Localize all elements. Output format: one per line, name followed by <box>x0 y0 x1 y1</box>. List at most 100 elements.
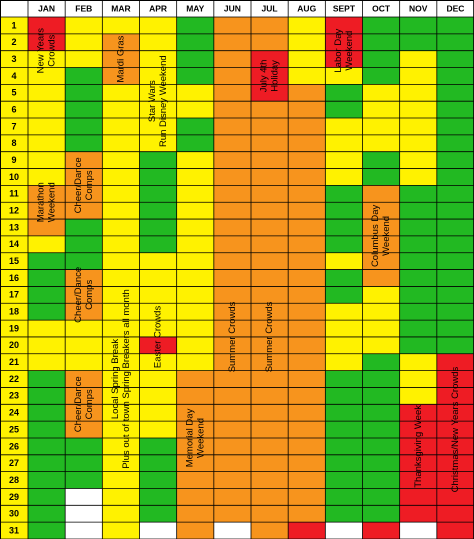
day-cell <box>399 235 437 253</box>
day-cell <box>399 33 437 51</box>
event-note-line: Holiday <box>270 60 281 92</box>
day-number: 6 <box>11 104 16 114</box>
day-cell <box>102 336 140 354</box>
day-cell <box>139 252 177 270</box>
day-cell <box>139 488 177 506</box>
event-note-line: Cheer/Dance <box>73 267 84 323</box>
day-cell <box>28 168 66 186</box>
day-cell <box>213 33 251 51</box>
day-cell <box>139 185 177 203</box>
day-cell <box>436 353 474 371</box>
day-cell <box>65 370 103 388</box>
day-cell <box>325 336 363 354</box>
day-cell <box>65 134 103 152</box>
day-cell <box>176 303 214 321</box>
day-cell <box>28 118 66 135</box>
day-cell <box>213 404 251 422</box>
day-cell <box>399 421 437 438</box>
day-cell <box>65 252 103 270</box>
day-cell <box>325 168 363 186</box>
day-cell <box>102 320 140 337</box>
day-cell <box>176 33 214 51</box>
day-cell <box>362 185 400 203</box>
day-cell <box>436 471 474 489</box>
day-cell <box>176 185 214 203</box>
event-note-line: New Years <box>36 28 47 74</box>
day-cell <box>139 235 177 253</box>
day-cell <box>362 370 400 388</box>
day-cell <box>251 370 289 388</box>
event-note: Local Spring Break Plus out of town Sprin… <box>110 289 132 469</box>
day-cell <box>102 118 140 135</box>
day-cell <box>436 151 474 169</box>
day-number: 4 <box>11 71 16 81</box>
day-cell <box>399 488 437 506</box>
day-cell <box>176 488 214 506</box>
day-cell <box>362 101 400 119</box>
day-cell <box>251 454 289 472</box>
day-cell <box>139 471 177 489</box>
day-cell <box>65 84 103 102</box>
day-cell <box>213 202 251 220</box>
day-cell <box>213 505 251 523</box>
day-cell <box>251 151 289 169</box>
day-cell <box>362 437 400 455</box>
day-number: 24 <box>9 408 19 418</box>
day-cell <box>288 488 326 506</box>
day-cell <box>139 67 177 85</box>
day-cell <box>0 252 28 270</box>
day-cell <box>139 33 177 51</box>
event-note-line: Comps <box>84 280 95 310</box>
day-cell <box>288 134 326 152</box>
day-cell <box>102 522 140 539</box>
day-number: 30 <box>9 509 19 519</box>
day-cell <box>176 505 214 523</box>
day-cell <box>28 370 66 388</box>
day-cell <box>213 235 251 253</box>
day-cell <box>251 404 289 422</box>
day-cell <box>325 101 363 119</box>
day-cell <box>399 269 437 287</box>
month-header: APR <box>149 3 167 13</box>
day-cell <box>28 151 66 169</box>
day-cell <box>139 151 177 169</box>
event-note: Labor Day Weekend <box>333 29 355 73</box>
day-cell <box>362 168 400 186</box>
day-cell <box>28 522 66 539</box>
day-cell <box>288 219 326 236</box>
day-cell <box>325 303 363 321</box>
day-cell <box>399 84 437 102</box>
day-cell <box>0 101 28 119</box>
day-cell <box>139 134 177 152</box>
day-number: 13 <box>9 222 19 232</box>
day-cell <box>65 50 103 68</box>
day-cell <box>139 353 177 371</box>
day-cell <box>0 235 28 253</box>
day-cell <box>0 33 28 51</box>
day-cell <box>139 320 177 337</box>
day-cell <box>399 168 437 186</box>
day-cell <box>65 286 103 304</box>
day-cell <box>362 235 400 253</box>
day-cell <box>399 118 437 135</box>
day-cell <box>0 320 28 337</box>
day-cell <box>65 235 103 253</box>
day-cell <box>325 421 363 438</box>
day-cell <box>213 151 251 169</box>
day-cell <box>288 303 326 321</box>
event-note-line: Local Spring Break <box>110 339 121 420</box>
day-cell <box>288 522 326 539</box>
day-cell <box>176 353 214 371</box>
day-cell <box>139 118 177 135</box>
day-cell <box>65 488 103 506</box>
day-cell <box>0 505 28 523</box>
day-cell <box>362 387 400 405</box>
day-cell <box>399 471 437 489</box>
day-cell <box>325 252 363 270</box>
day-cell <box>325 286 363 304</box>
day-cell <box>288 387 326 405</box>
day-cell <box>399 303 437 321</box>
day-number: 10 <box>9 172 19 182</box>
day-cell <box>0 488 28 506</box>
